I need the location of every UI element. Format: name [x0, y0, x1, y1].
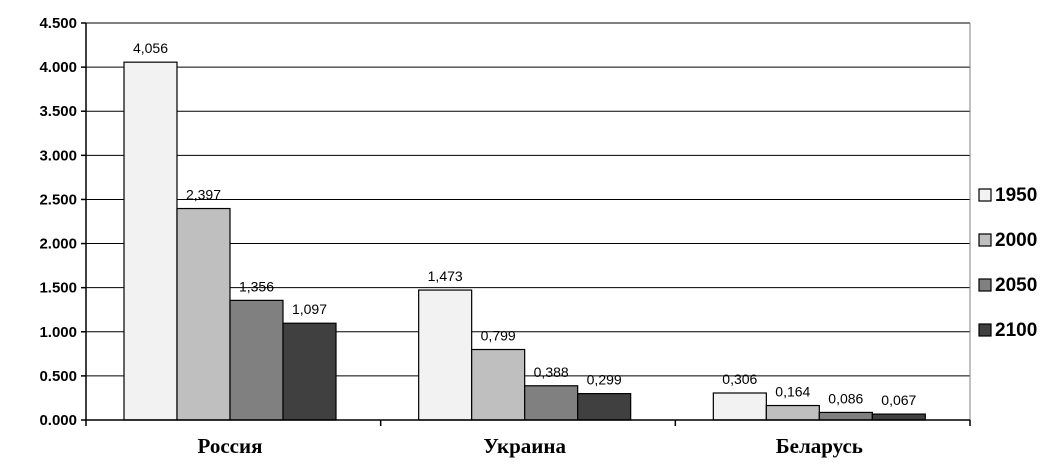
bar	[283, 323, 336, 420]
legend-swatch	[979, 279, 991, 291]
y-tick-label: 1.000	[39, 324, 77, 341]
data-label: 0,164	[775, 384, 810, 400]
data-label: 0,306	[722, 371, 757, 387]
bar	[713, 393, 766, 420]
bar	[766, 406, 819, 420]
bar	[124, 62, 177, 420]
x-tick-label: Россия	[198, 434, 263, 458]
bar	[419, 290, 472, 420]
y-tick-label: 1.500	[39, 280, 77, 297]
data-label: 0,799	[481, 328, 516, 344]
legend-swatch	[979, 234, 991, 246]
y-tick-label: 0.000	[39, 412, 77, 429]
bar	[177, 209, 230, 420]
data-label: 4,056	[133, 40, 168, 56]
legend-label: 1950	[995, 185, 1037, 206]
y-tick-label: 0.500	[39, 368, 77, 385]
data-label: 0,067	[881, 392, 916, 408]
data-label: 2,397	[186, 187, 221, 203]
bar	[819, 412, 872, 420]
bar	[230, 300, 283, 420]
legend-swatch	[979, 189, 991, 201]
y-tick-label: 4.500	[39, 15, 77, 32]
bar	[872, 414, 925, 420]
bar	[578, 394, 631, 420]
x-tick-label: Беларусь	[776, 434, 863, 458]
y-tick-labels: 0.000 0.500 1.000 1.500 2.000 2.500 3.000 3.500…	[39, 15, 77, 429]
legend-label: 2100	[995, 320, 1037, 341]
y-tick-label: 3.000	[39, 147, 77, 164]
data-label: 1,097	[292, 301, 327, 317]
legend: 1950 2000 2050 2100	[979, 185, 1037, 341]
data-label: 0,086	[828, 390, 863, 406]
data-label: 1,473	[428, 268, 463, 284]
y-tick-label: 3.500	[39, 103, 77, 120]
bar	[472, 350, 525, 420]
y-tick-label: 2.500	[39, 191, 77, 208]
x-tick-labels: Россия Украина Беларусь	[198, 434, 863, 458]
legend-label: 2050	[995, 275, 1037, 296]
y-tick-label: 4.000	[39, 59, 77, 76]
data-label: 1,356	[239, 278, 274, 294]
x-tick-label: Украина	[483, 434, 566, 458]
bars	[124, 62, 925, 420]
bar	[525, 386, 578, 420]
data-label: 0,299	[587, 372, 622, 388]
y-tick-label: 2.000	[39, 236, 77, 253]
legend-label: 2000	[995, 230, 1037, 251]
data-label: 0,388	[534, 364, 569, 380]
legend-swatch	[979, 324, 991, 336]
